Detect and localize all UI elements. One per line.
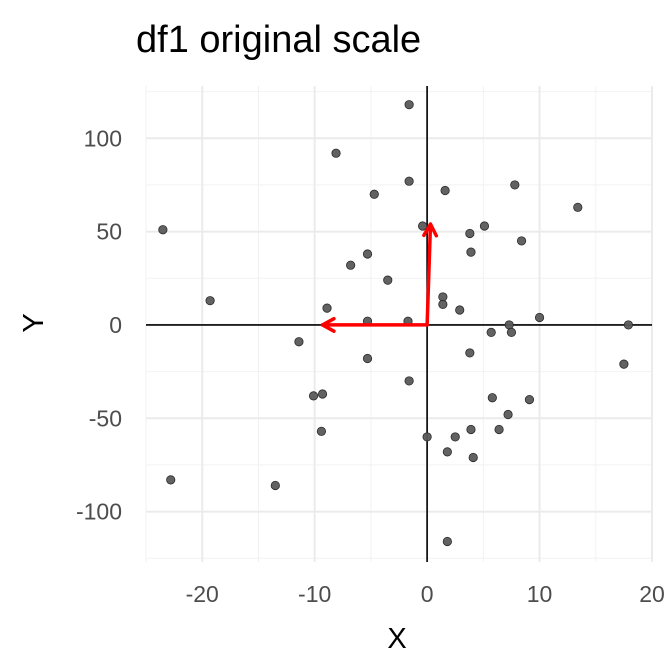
data-point [331,148,341,158]
y-tick-label: -100 [76,499,122,525]
x-tick-labels: -20 -10 0 10 20 [186,581,665,607]
data-point [383,275,393,285]
data-point [455,305,465,315]
data-point [158,225,168,235]
data-point [465,348,475,358]
data-point [422,432,432,442]
data-point [308,391,319,401]
red-arrow [320,316,429,333]
arrow-head [320,316,336,333]
y-tick-label: 100 [84,125,122,151]
data-point [516,236,527,246]
data-point [619,359,629,369]
y-tick-labels: -100 -50 0 50 100 [76,125,122,524]
data-point [503,409,513,420]
y-axis-label: Y [18,313,50,332]
arrow-shaft [425,222,433,327]
data-point [524,394,535,405]
y-tick-label: -50 [89,405,122,431]
data-point [466,424,476,435]
x-tick-label: 0 [421,581,434,607]
data-point [466,247,476,257]
y-tick-label: 0 [109,312,122,338]
x-axis-label: X [387,623,406,655]
direction-arrows [320,222,439,333]
data-point [510,180,520,190]
data-point [623,320,633,330]
data-point [404,176,414,186]
data-point [346,260,356,270]
data-point [294,337,304,347]
data-point [465,228,475,239]
data-point [442,536,452,547]
data-point [494,424,504,435]
data-point [442,447,452,457]
data-point [369,189,379,199]
data-point [450,432,460,442]
data-point [270,480,280,491]
data-point [404,376,414,386]
chart-title: df1 original scale [136,19,421,61]
arrow-head [422,222,439,238]
y-tick-label: 50 [96,219,122,245]
data-point [440,185,450,196]
x-tick-label: 10 [527,581,553,607]
data-points [158,100,633,547]
data-point [316,426,327,436]
data-point [205,296,215,306]
x-tick-label: -20 [186,581,219,607]
data-point [487,393,497,403]
data-point [362,249,373,259]
data-point [506,327,517,337]
data-point [534,312,545,323]
data-point [166,475,176,485]
x-tick-label: 20 [639,581,665,607]
data-point [418,221,428,231]
data-point [479,221,490,231]
data-point [573,202,583,212]
data-point [486,327,496,337]
data-point [468,452,478,463]
data-point [438,299,448,309]
red-arrow [422,222,439,327]
x-tick-label: -10 [298,581,331,607]
data-point [322,303,332,313]
data-point [362,353,373,364]
data-point [404,100,414,110]
data-point [317,389,328,399]
